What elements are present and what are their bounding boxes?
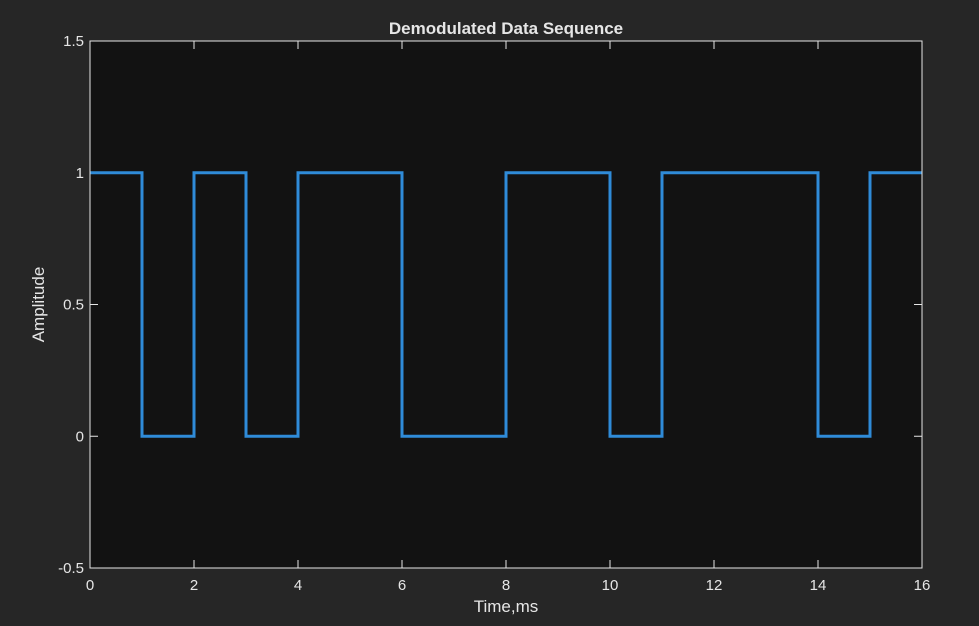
y-tick-label: 1: [76, 165, 84, 182]
y-tick-label: 1.5: [63, 33, 84, 50]
x-tick-label: 6: [398, 577, 406, 594]
y-axis-label: Amplitude: [29, 267, 48, 343]
x-tick-label: 14: [810, 577, 827, 594]
chart-title: Demodulated Data Sequence: [389, 19, 623, 38]
x-tick-label: 4: [294, 577, 302, 594]
y-tick-label: -0.5: [58, 560, 84, 577]
x-tick-label: 2: [190, 577, 198, 594]
y-tick-label: 0.5: [63, 297, 84, 314]
y-tick-label: 0: [76, 428, 84, 445]
series-layer: [90, 171, 922, 438]
ticks-layer: 0 2 4 6 8 10 12 14 16-0.500.511.5: [58, 33, 930, 594]
plot-border: [89, 40, 923, 569]
x-tick-label: 12: [706, 577, 723, 594]
x-tick-label: 0: [86, 577, 94, 594]
x-tick-label: 8: [502, 577, 510, 594]
x-tick-label: 10: [602, 577, 619, 594]
x-axis-label: Time,ms: [474, 597, 539, 616]
series-line-0: [90, 171, 922, 438]
x-tick-label: 16: [914, 577, 931, 594]
